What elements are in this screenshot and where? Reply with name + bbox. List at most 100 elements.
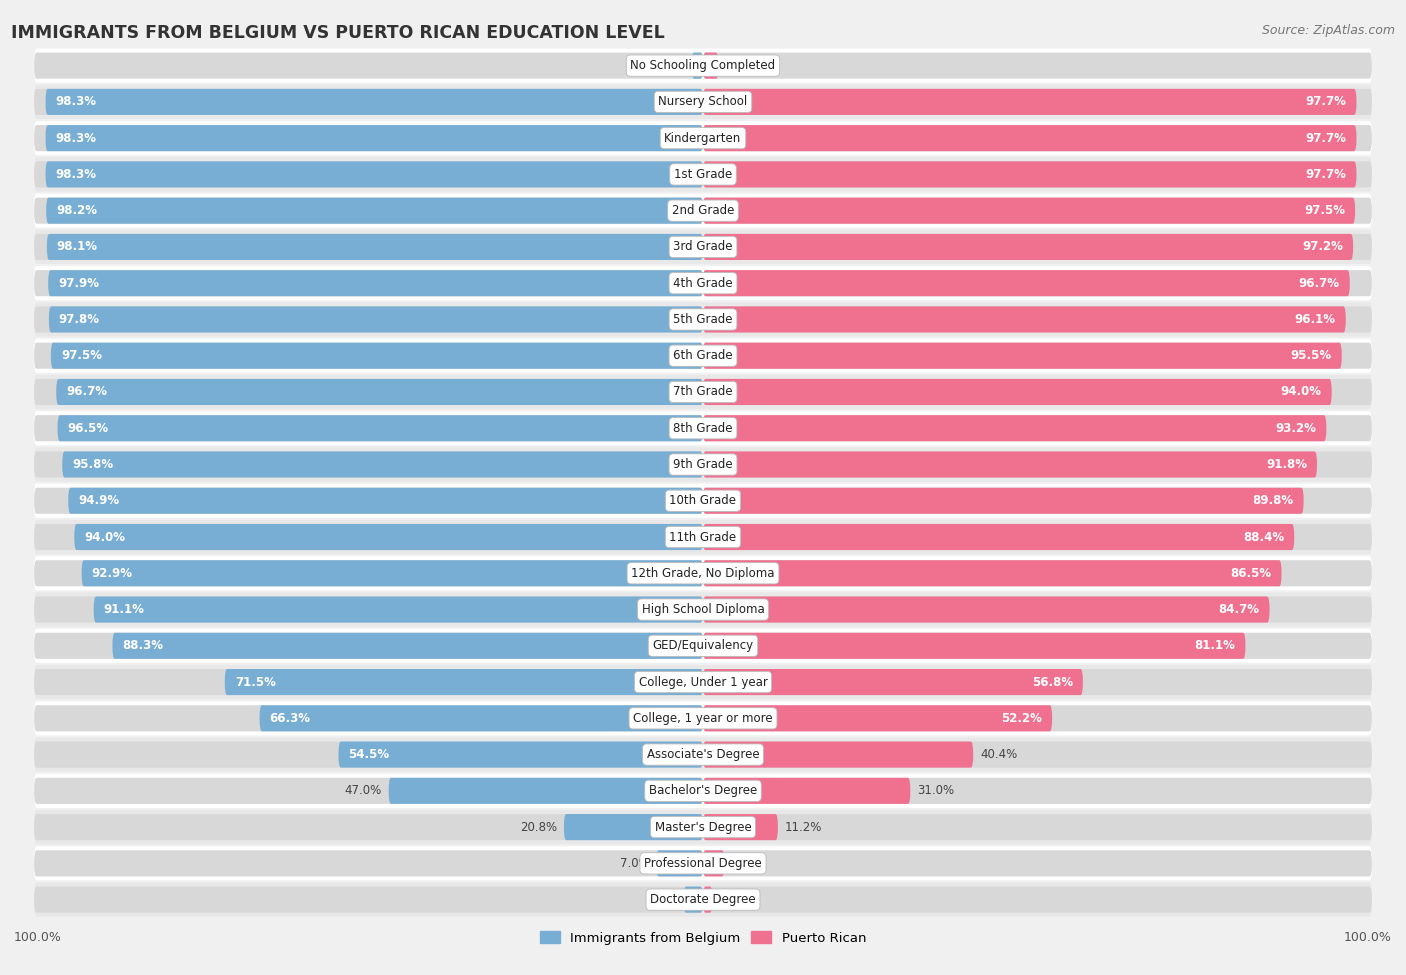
FancyBboxPatch shape [34, 597, 703, 623]
FancyBboxPatch shape [34, 338, 1372, 372]
FancyBboxPatch shape [34, 266, 1372, 300]
FancyBboxPatch shape [34, 778, 703, 804]
FancyBboxPatch shape [34, 121, 1372, 155]
Text: 40.4%: 40.4% [980, 748, 1017, 761]
Text: 97.7%: 97.7% [1306, 132, 1347, 144]
Text: 89.8%: 89.8% [1253, 494, 1294, 507]
Text: 11.2%: 11.2% [785, 821, 823, 834]
FancyBboxPatch shape [260, 705, 703, 731]
FancyBboxPatch shape [112, 633, 703, 659]
Text: 97.5%: 97.5% [60, 349, 101, 363]
Text: 98.3%: 98.3% [55, 132, 97, 144]
FancyBboxPatch shape [69, 488, 703, 514]
Text: 7th Grade: 7th Grade [673, 385, 733, 399]
FancyBboxPatch shape [703, 705, 1052, 731]
FancyBboxPatch shape [692, 53, 703, 79]
Text: 1.4%: 1.4% [718, 893, 749, 906]
FancyBboxPatch shape [703, 198, 1355, 223]
Text: 97.2%: 97.2% [1302, 241, 1343, 254]
FancyBboxPatch shape [703, 524, 1295, 550]
FancyBboxPatch shape [34, 669, 703, 695]
Text: College, 1 year or more: College, 1 year or more [633, 712, 773, 724]
FancyBboxPatch shape [94, 597, 703, 623]
FancyBboxPatch shape [703, 161, 1372, 187]
Text: 52.2%: 52.2% [1001, 712, 1042, 724]
Text: 5th Grade: 5th Grade [673, 313, 733, 326]
FancyBboxPatch shape [703, 234, 1353, 260]
FancyBboxPatch shape [34, 451, 703, 478]
FancyBboxPatch shape [34, 561, 703, 586]
Text: 96.7%: 96.7% [1299, 277, 1340, 290]
FancyBboxPatch shape [703, 778, 1372, 804]
Text: 93.2%: 93.2% [1275, 422, 1316, 435]
FancyBboxPatch shape [34, 234, 703, 260]
Text: 98.3%: 98.3% [55, 168, 97, 181]
Text: 86.5%: 86.5% [1230, 566, 1271, 580]
Text: 91.8%: 91.8% [1265, 458, 1308, 471]
FancyBboxPatch shape [34, 629, 1372, 663]
FancyBboxPatch shape [703, 597, 1372, 623]
FancyBboxPatch shape [703, 270, 1350, 296]
FancyBboxPatch shape [34, 306, 703, 332]
Text: 98.1%: 98.1% [56, 241, 98, 254]
FancyBboxPatch shape [703, 270, 1372, 296]
Text: 92.9%: 92.9% [91, 566, 132, 580]
FancyBboxPatch shape [703, 488, 1372, 514]
Text: 47.0%: 47.0% [344, 784, 382, 798]
Text: 84.7%: 84.7% [1219, 603, 1260, 616]
FancyBboxPatch shape [225, 669, 703, 695]
FancyBboxPatch shape [703, 379, 1372, 405]
FancyBboxPatch shape [703, 886, 1372, 913]
Text: 1.7%: 1.7% [655, 59, 685, 72]
Text: High School Diploma: High School Diploma [641, 603, 765, 616]
FancyBboxPatch shape [34, 593, 1372, 627]
FancyBboxPatch shape [34, 846, 1372, 880]
FancyBboxPatch shape [703, 379, 1331, 405]
FancyBboxPatch shape [703, 488, 1303, 514]
FancyBboxPatch shape [703, 306, 1372, 332]
Text: 56.8%: 56.8% [1032, 676, 1073, 688]
FancyBboxPatch shape [34, 814, 703, 840]
FancyBboxPatch shape [703, 742, 1372, 767]
Text: 97.9%: 97.9% [58, 277, 100, 290]
FancyBboxPatch shape [564, 814, 703, 840]
FancyBboxPatch shape [75, 524, 703, 550]
Text: 10th Grade: 10th Grade [669, 494, 737, 507]
FancyBboxPatch shape [34, 379, 703, 405]
FancyBboxPatch shape [34, 633, 703, 659]
FancyBboxPatch shape [62, 451, 703, 478]
FancyBboxPatch shape [339, 742, 703, 767]
Text: 81.1%: 81.1% [1195, 640, 1236, 652]
Text: 71.5%: 71.5% [235, 676, 276, 688]
FancyBboxPatch shape [703, 633, 1372, 659]
Legend: Immigrants from Belgium, Puerto Rican: Immigrants from Belgium, Puerto Rican [534, 926, 872, 950]
FancyBboxPatch shape [388, 778, 703, 804]
Text: 98.2%: 98.2% [56, 204, 97, 217]
FancyBboxPatch shape [703, 669, 1372, 695]
FancyBboxPatch shape [51, 342, 703, 369]
FancyBboxPatch shape [703, 561, 1372, 586]
Text: 100.0%: 100.0% [14, 931, 62, 944]
Text: Bachelor's Degree: Bachelor's Degree [650, 784, 756, 798]
FancyBboxPatch shape [48, 270, 703, 296]
FancyBboxPatch shape [703, 778, 910, 804]
FancyBboxPatch shape [34, 886, 703, 913]
FancyBboxPatch shape [703, 561, 1282, 586]
Text: 3.2%: 3.2% [731, 857, 761, 870]
Text: 12th Grade, No Diploma: 12th Grade, No Diploma [631, 566, 775, 580]
FancyBboxPatch shape [703, 342, 1372, 369]
Text: Professional Degree: Professional Degree [644, 857, 762, 870]
FancyBboxPatch shape [34, 520, 1372, 554]
Text: 54.5%: 54.5% [349, 748, 389, 761]
Text: 94.9%: 94.9% [79, 494, 120, 507]
FancyBboxPatch shape [34, 375, 1372, 410]
Text: 91.1%: 91.1% [104, 603, 145, 616]
FancyBboxPatch shape [34, 157, 1372, 191]
FancyBboxPatch shape [34, 230, 1372, 264]
FancyBboxPatch shape [34, 850, 703, 877]
Text: Source: ZipAtlas.com: Source: ZipAtlas.com [1261, 24, 1395, 37]
FancyBboxPatch shape [34, 774, 1372, 808]
FancyBboxPatch shape [703, 814, 778, 840]
Text: 96.5%: 96.5% [67, 422, 108, 435]
Text: Master's Degree: Master's Degree [655, 821, 751, 834]
